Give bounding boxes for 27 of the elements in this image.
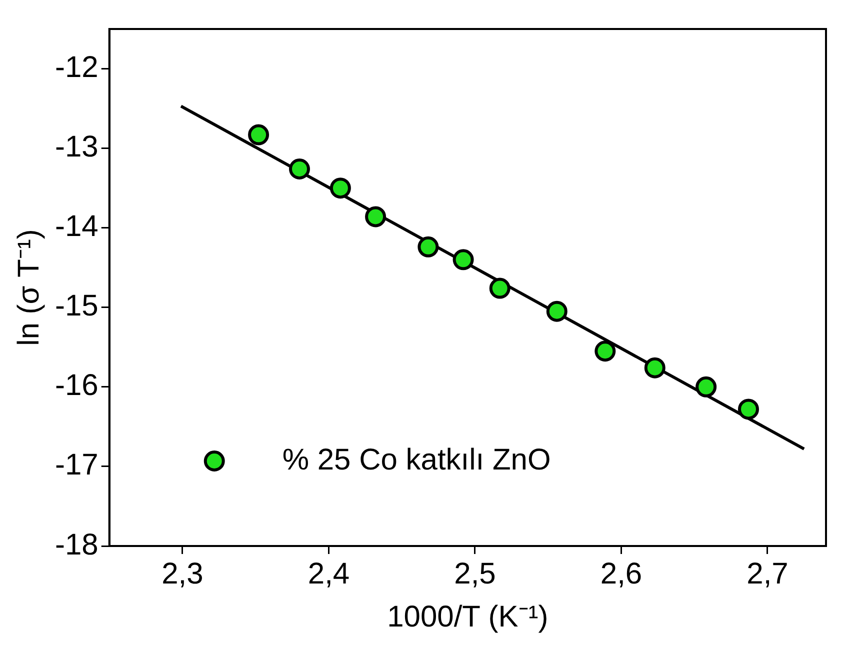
y-tick-label: -15 — [55, 290, 98, 323]
point — [594, 340, 616, 362]
point — [546, 300, 568, 322]
y-tick-label: -14 — [55, 210, 98, 244]
point — [489, 278, 510, 299]
y-tick-label: -17 — [55, 448, 98, 482]
point — [738, 398, 759, 420]
point — [330, 178, 351, 199]
point — [248, 124, 270, 146]
x-tick-label: 2,4 — [308, 557, 350, 590]
point — [418, 236, 439, 258]
y-tick-label: -12 — [55, 51, 98, 84]
point — [288, 158, 310, 180]
x-tick-label: 2,3 — [162, 557, 204, 590]
point — [365, 206, 386, 228]
y-axis-title: ln (σ T⁻¹) — [12, 229, 46, 346]
point — [452, 249, 474, 270]
x-tick-label: 2,5 — [454, 557, 496, 590]
y-tick-label: -18 — [55, 528, 98, 562]
point — [644, 357, 666, 378]
y-tick-label: -16 — [55, 369, 98, 402]
x-tick-label: 2,7 — [746, 557, 788, 590]
point — [696, 376, 717, 398]
x-axis-title: 1000/T (K⁻¹) — [387, 600, 548, 634]
y-tick-label: -13 — [55, 130, 98, 164]
x-tick-label: 2,6 — [600, 557, 642, 590]
legend-label: % 25 Co katkılı ZnO — [282, 443, 551, 476]
